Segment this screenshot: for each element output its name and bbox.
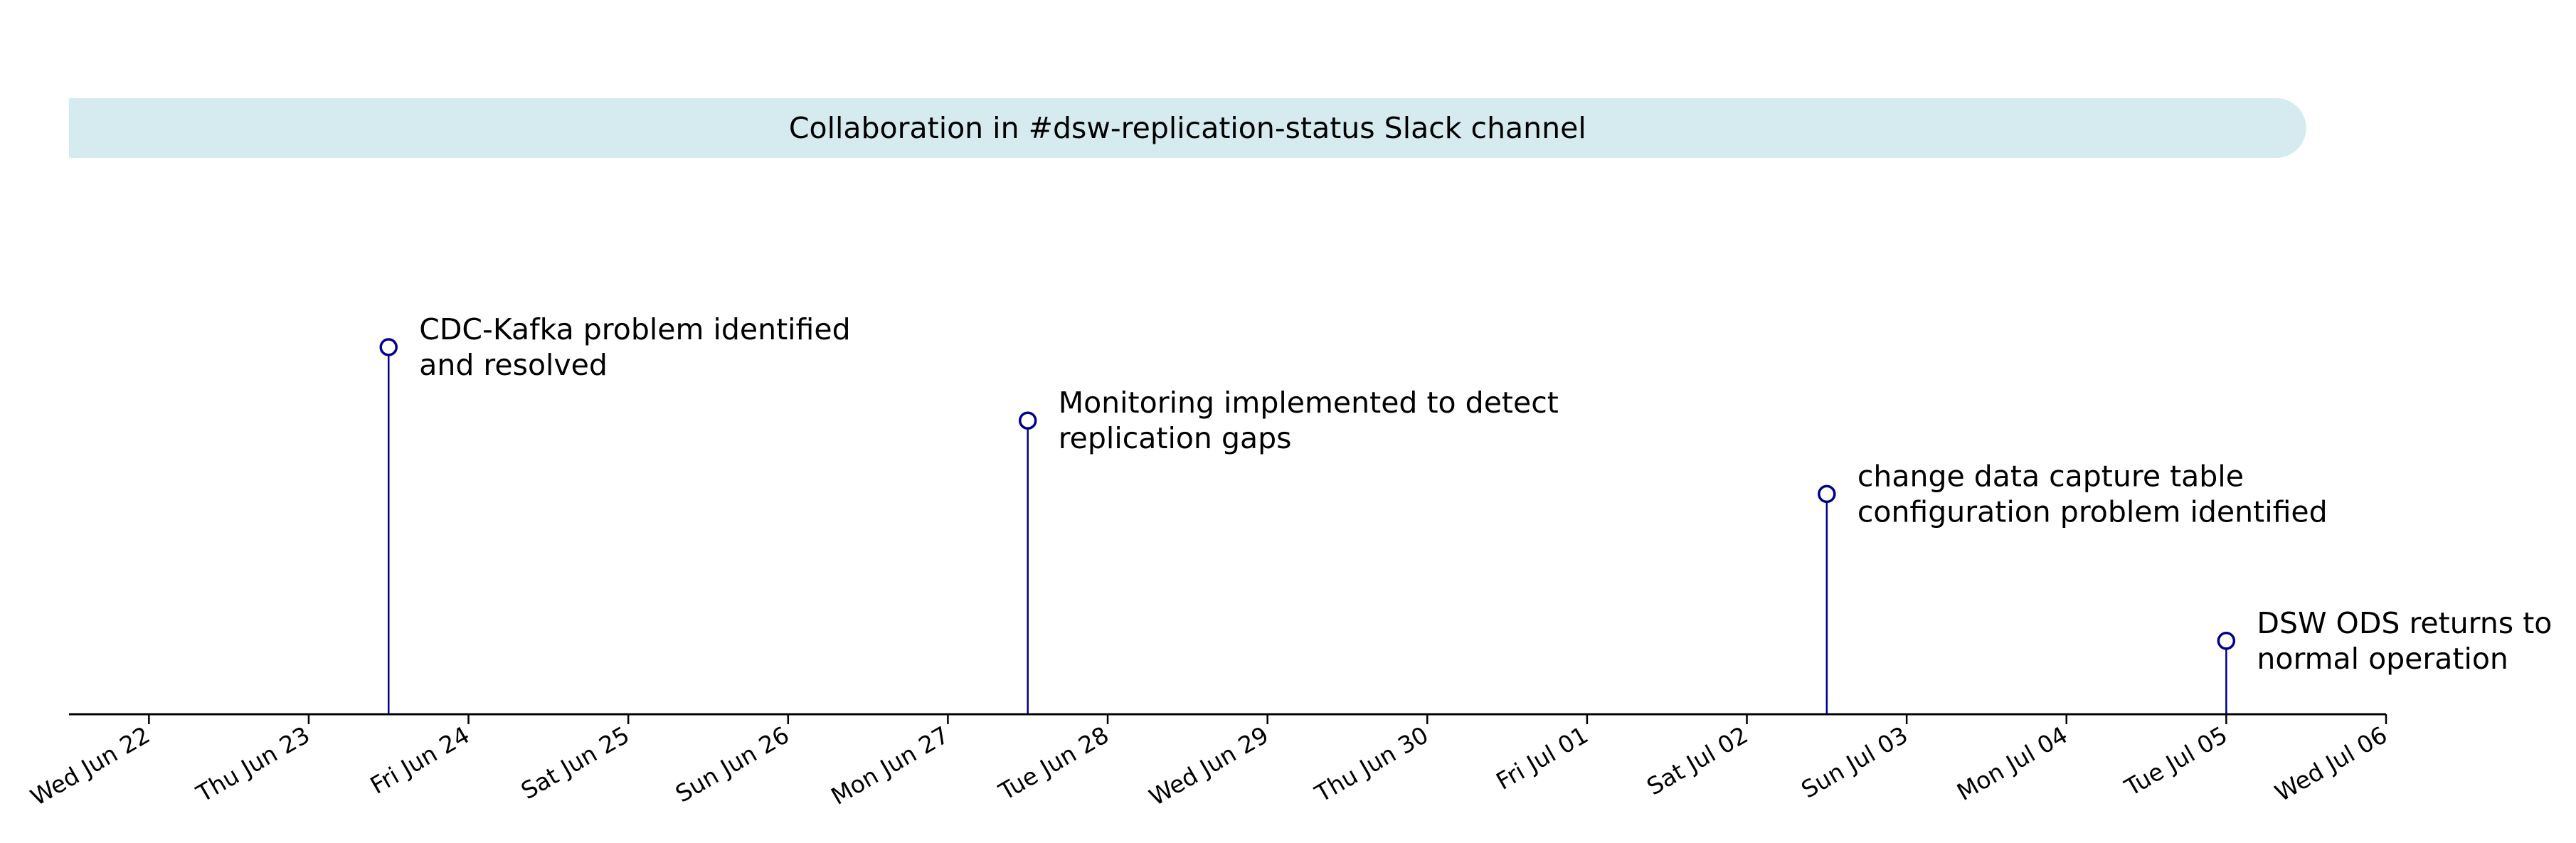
- event-marker: [1818, 484, 1836, 504]
- event-label-line: CDC-Kafka problem identified: [419, 312, 850, 346]
- x-tick-label: Fri Jul 01: [1491, 721, 1593, 795]
- x-tick-label: Fri Jun 24: [366, 721, 475, 800]
- x-tick-label: Mon Jul 04: [1952, 721, 2072, 806]
- event-label-line: replication gaps: [1059, 421, 1292, 455]
- x-tick-label: Sat Jun 25: [516, 721, 635, 805]
- collaboration-span-cap: [2246, 98, 2306, 158]
- collaboration-span-label: Collaboration in #dsw-replication-status…: [789, 111, 1586, 145]
- event-label: DSW ODS returns to normal operation: [2257, 606, 2552, 676]
- event-label-line: change data capture table: [1857, 459, 2244, 493]
- event-label-line: and resolved: [419, 348, 608, 382]
- collaboration-span-bar: [69, 98, 2276, 158]
- x-tick-label: Sun Jul 03: [1796, 721, 1912, 804]
- event-label: CDC-Kafka problem identified and resolved: [419, 312, 850, 382]
- x-tick-label: Tue Jul 05: [2119, 721, 2232, 802]
- x-tick-label: Mon Jun 27: [826, 721, 953, 810]
- collaboration-span: Collaboration in #dsw-replication-status…: [69, 98, 2306, 158]
- event-label-line: DSW ODS returns to: [2257, 606, 2552, 640]
- event-marker: [2217, 632, 2236, 650]
- event-label-line: Monitoring implemented to detect: [1059, 386, 1559, 420]
- event-marker: [379, 338, 398, 356]
- x-axis: Wed Jun 22 Thu Jun 23 Fri Jun 24 Sat Jun 25…: [26, 713, 2392, 811]
- event-label-line: normal operation: [2257, 642, 2508, 676]
- event-marker: [1018, 411, 1037, 430]
- x-tick-label: Tue Jun 28: [994, 721, 1113, 806]
- x-tick-label: Wed Jun 22: [26, 721, 154, 811]
- event-label-line: configuration problem identified: [1857, 494, 2328, 529]
- x-tick-label: Wed Jul 06: [2270, 721, 2392, 807]
- event-label: change data capture table configuration p…: [1857, 459, 2328, 529]
- x-tick-label: Sun Jun 26: [671, 721, 794, 807]
- x-tick-label: Sat Jul 02: [1642, 721, 1752, 800]
- events-layer: CDC-Kafka problem identified and resolved…: [379, 312, 2552, 714]
- event-label: Monitoring implemented to detect replicat…: [1059, 386, 1559, 455]
- x-tick-label: Wed Jun 29: [1145, 721, 1273, 811]
- x-tick-label: Thu Jun 23: [191, 721, 314, 808]
- x-tick-label: Thu Jun 30: [1310, 721, 1433, 808]
